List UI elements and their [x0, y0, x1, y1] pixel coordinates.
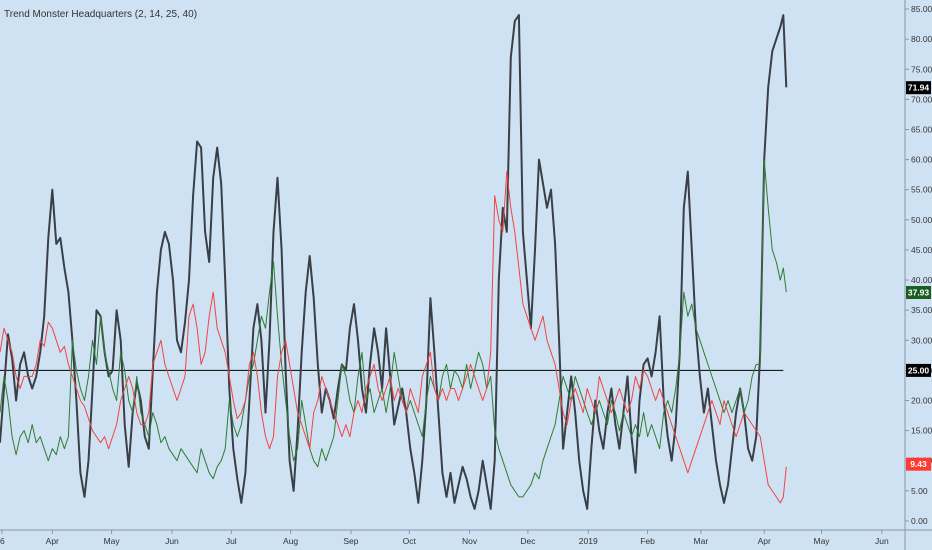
x-tick-label: 2019	[579, 536, 598, 546]
x-tick-label: Sep	[343, 536, 358, 546]
x-tick-label: Oct	[403, 536, 417, 546]
x-tick-label: Jun	[165, 536, 179, 546]
last-value-tag-black	[906, 81, 931, 95]
x-tick-label: Apr	[758, 536, 771, 546]
y-tick-label: 0.00	[911, 516, 928, 526]
y-tick-label: 20.00	[911, 396, 932, 406]
x-tick-label: Aug	[283, 536, 298, 546]
last-value-label-red: 9.43	[910, 459, 927, 469]
x-tick-label: Mar	[694, 536, 709, 546]
y-tick-label: 45.00	[911, 245, 932, 255]
last-value-label-green: 37.93	[908, 288, 930, 298]
last-value-label-black: 71.94	[908, 83, 930, 93]
x-tick-label: May	[814, 536, 831, 546]
y-tick-label: 5.00	[911, 486, 928, 496]
last-value-tag-red	[906, 457, 931, 471]
y-tick-label: 30.00	[911, 335, 932, 345]
y-tick-label: 40.00	[911, 275, 932, 285]
y-tick-label: 60.00	[911, 155, 932, 165]
y-tick-label: 65.00	[911, 124, 932, 134]
y-tick-label: 75.00	[911, 64, 932, 74]
series-line-green	[0, 159, 787, 498]
x-tick-label: 6	[0, 536, 5, 546]
last-value-tag-green	[906, 286, 931, 300]
y-tick-label: 55.00	[911, 185, 932, 195]
y-tick-label: 35.00	[911, 305, 932, 315]
y-tick-label: 80.00	[911, 34, 932, 44]
y-tick-label: 50.00	[911, 215, 932, 225]
x-tick-label: Dec	[520, 536, 536, 546]
x-tick-label: Jul	[226, 536, 237, 546]
last-value-tag-ref	[906, 363, 931, 377]
last-value-label-ref: 25.00	[908, 365, 930, 375]
y-tick-label: 15.00	[911, 426, 932, 436]
y-tick-label: 70.00	[911, 94, 932, 104]
x-tick-label: Jun	[875, 536, 889, 546]
x-tick-label: Feb	[640, 536, 655, 546]
indicator-title: Trend Monster Headquarters (2, 14, 25, 4…	[4, 9, 198, 20]
x-tick-label: Apr	[46, 536, 59, 546]
y-tick-label: 85.00	[911, 4, 932, 14]
x-tick-label: May	[104, 536, 121, 546]
series-line-red	[0, 171, 787, 504]
x-tick-label: Nov	[462, 536, 478, 546]
series-line-black	[0, 14, 788, 510]
